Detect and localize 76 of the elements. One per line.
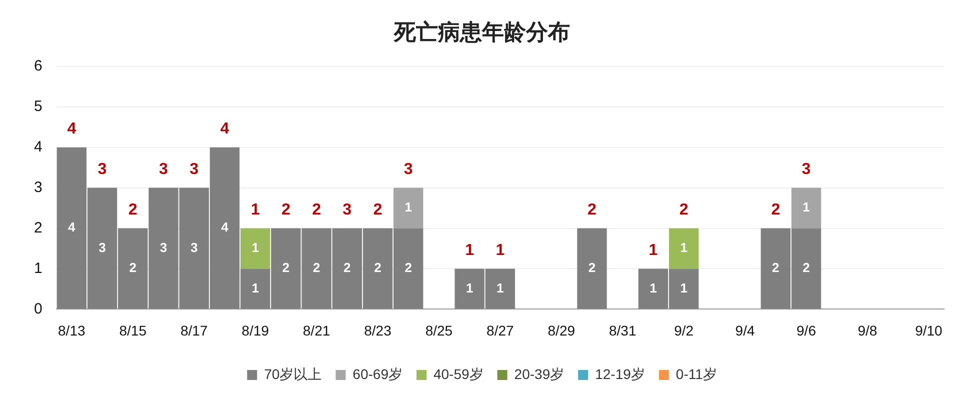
data-label: 1 [466,280,474,296]
total-label: 1 [648,242,658,260]
data-label: 2 [772,260,780,276]
x-tick-label: 9/8 [858,322,878,338]
x-tick-label: 8/23 [364,322,392,338]
legend-label: 70岁以上 [264,366,322,382]
total-label: 2 [588,202,597,219]
data-label: 2 [404,260,412,276]
data-label: 1 [802,200,810,215]
total-label: 3 [98,161,107,178]
legend-label: 40-59岁 [433,366,484,382]
data-label: 2 [129,260,136,276]
x-tick-label: 8/17 [180,322,208,338]
data-label: 1 [680,240,688,256]
total-label: 1 [250,202,260,219]
x-tick-label: 8/15 [119,322,147,338]
data-label: 1 [252,240,259,256]
total-label: 2 [312,202,322,219]
legend-label: 20-39岁 [514,366,564,382]
y-tick-label: 1 [34,260,42,277]
data-label: 2 [282,260,290,276]
x-tick-label: 8/13 [58,322,86,338]
y-tick-label: 4 [34,138,42,156]
data-label: 2 [312,260,320,276]
x-tick-label: 8/25 [425,322,453,338]
bar [791,188,822,228]
y-tick-label: 6 [34,58,42,75]
legend-label: 60-69岁 [352,366,402,382]
data-label: 2 [344,260,351,276]
total-label: 2 [128,202,138,219]
y-tick-label: 2 [34,219,42,236]
y-tick-label: 3 [34,178,42,196]
bar [394,188,424,228]
total-label: 3 [802,161,811,178]
total-label: 2 [281,202,290,219]
x-tick-label: 8/31 [608,322,636,338]
data-label: 1 [252,280,259,296]
data-label: 1 [404,200,412,215]
data-label: 2 [374,260,382,276]
total-label: 3 [159,161,168,178]
data-label: 2 [802,260,810,276]
bar [577,228,607,309]
total-label: 2 [679,202,688,219]
total-label: 3 [342,202,352,219]
total-label: 3 [190,161,199,178]
x-tick-label: 8/27 [486,322,514,338]
x-tick-label: 9/2 [674,322,694,338]
x-tick-label: 8/19 [242,322,270,338]
total-label: 1 [496,242,505,260]
total-label: 2 [373,202,382,219]
data-label: 2 [588,260,596,276]
x-tick-label: 9/6 [796,322,816,338]
data-label: 1 [496,280,504,296]
total-label: 2 [771,202,780,219]
legend-label: 12-19岁 [595,366,645,382]
bar [240,228,270,269]
x-tick-label: 9/4 [735,322,755,338]
data-label: 1 [650,280,657,296]
total-label: 4 [220,120,230,138]
data-label: 3 [160,240,168,255]
chart-title: 死亡病患年龄分布 [393,19,570,44]
x-tick-label: 8/21 [302,322,330,338]
total-label: 1 [465,242,474,260]
data-label: 1 [680,280,688,296]
y-tick-label: 0 [34,300,42,318]
bar [668,228,699,269]
x-tick-label: 9/10 [915,322,943,338]
data-label: 4 [221,220,230,235]
y-tick-label: 5 [34,98,42,116]
data-label: 3 [190,240,198,255]
x-tick-label: 8/29 [548,322,576,338]
data-label: 4 [68,220,76,235]
total-label: 3 [404,161,413,178]
legend-label: 0-11岁 [676,366,717,382]
total-label: 4 [67,120,76,138]
data-label: 3 [98,240,106,255]
